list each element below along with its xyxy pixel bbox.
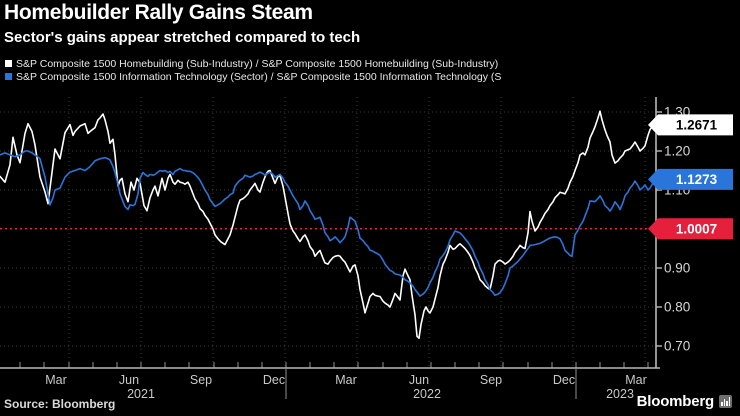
legend-swatch-white: [5, 60, 12, 67]
value-tag-red: [648, 218, 733, 240]
x-month-label: Sep: [480, 373, 502, 387]
legend: S&P Composite 1500 Homebuilding (Sub-Ind…: [5, 57, 501, 83]
x-month-label: Dec: [263, 373, 285, 387]
x-month-label: Mar: [45, 373, 67, 387]
x-year-label: 2021: [127, 387, 155, 401]
bar-chart-icon: [719, 395, 732, 408]
bloomberg-logo: Bloomberg: [637, 393, 732, 410]
page-title: Homebuilder Rally Gains Steam: [4, 1, 313, 24]
legend-item-tech: S&P Composite 1500 Information Technolog…: [5, 70, 501, 83]
y-tick-label: 0.80: [664, 300, 690, 315]
x-month-label: Sep: [190, 373, 212, 387]
legend-label-homebuilding: S&P Composite 1500 Homebuilding (Sub-Ind…: [16, 57, 499, 70]
x-month-label: Jun: [409, 373, 429, 387]
legend-label-tech: S&P Composite 1500 Information Technolog…: [16, 70, 502, 83]
source-note: Source: Bloomberg: [4, 397, 116, 411]
legend-item-homebuilding: S&P Composite 1500 Homebuilding (Sub-Ind…: [5, 57, 501, 70]
value-tag-red-text: 1.0007: [676, 222, 717, 237]
x-month-label: Dec: [553, 373, 575, 387]
value-tag-white: [648, 114, 733, 136]
y-tick-label: 1.20: [664, 144, 690, 159]
legend-swatch-blue: [5, 73, 12, 80]
x-month-label: Jun: [119, 373, 139, 387]
value-tag-white-text: 1.2671: [676, 118, 718, 133]
page-subtitle: Sector's gains appear stretched compared…: [4, 29, 361, 46]
y-tick-label: 0.90: [664, 261, 690, 276]
value-tag-blue: [648, 168, 733, 190]
x-month-label: Mar: [625, 373, 647, 387]
series-line-tech: [0, 150, 656, 297]
value-tag-blue-text: 1.1273: [676, 172, 718, 187]
y-tick-label: 0.70: [664, 339, 690, 354]
x-month-label: Mar: [335, 373, 357, 387]
series-line-homebuilding: [0, 110, 656, 340]
x-year-label: 2022: [413, 387, 441, 401]
bloomberg-logo-text: Bloomberg: [636, 393, 715, 410]
x-year-label: 2023: [606, 387, 634, 401]
